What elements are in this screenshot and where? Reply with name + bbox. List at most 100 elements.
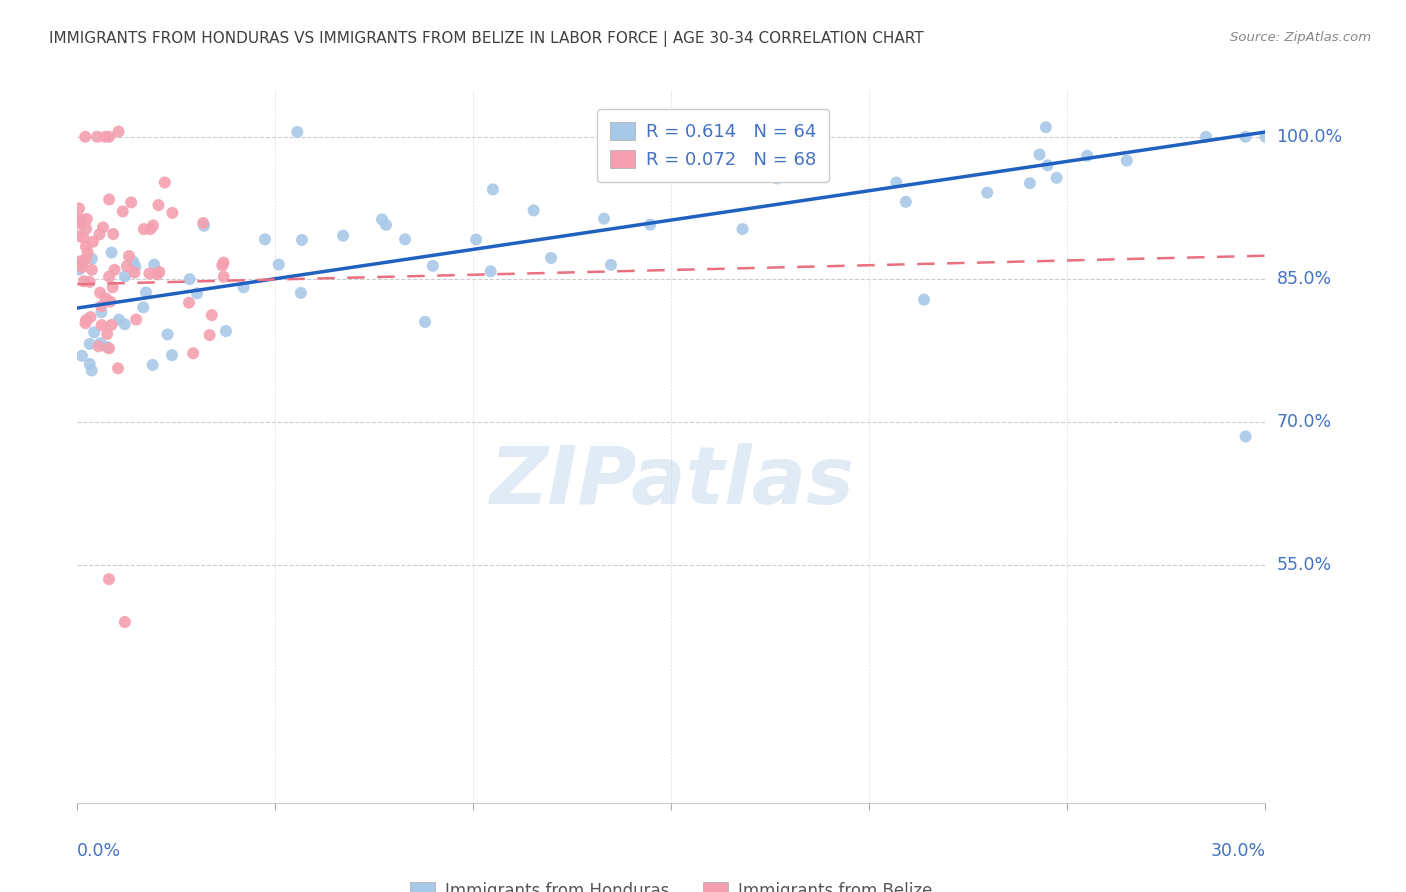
Point — [1045, 170, 1067, 185]
Point — [177, 295, 200, 310]
Point — [75, 221, 97, 235]
Point — [1195, 129, 1218, 144]
Point — [1036, 158, 1059, 172]
Point — [179, 272, 201, 286]
Point — [766, 171, 789, 186]
Point — [67, 202, 90, 216]
Point — [413, 315, 436, 329]
Point — [142, 219, 165, 233]
Point — [79, 275, 101, 289]
Point — [75, 252, 97, 266]
Point — [108, 312, 131, 326]
Point — [142, 358, 165, 372]
Point — [638, 218, 661, 232]
Point — [73, 274, 96, 288]
Point — [394, 232, 416, 246]
Point — [201, 308, 224, 322]
Point — [886, 176, 908, 190]
Text: 55.0%: 55.0% — [1277, 556, 1331, 574]
Point — [114, 615, 136, 629]
Point — [1254, 129, 1277, 144]
Text: 30.0%: 30.0% — [1211, 842, 1265, 860]
Point — [193, 219, 215, 233]
Point — [79, 357, 101, 371]
Point — [193, 216, 215, 230]
Point — [118, 249, 141, 263]
Point — [465, 233, 488, 247]
Point — [291, 233, 314, 247]
Point — [83, 326, 105, 340]
Point — [89, 336, 111, 351]
Point — [76, 245, 98, 260]
Point — [135, 285, 157, 300]
Point — [593, 211, 616, 226]
Point — [124, 266, 146, 280]
Point — [86, 129, 108, 144]
Point — [69, 254, 91, 268]
Point — [100, 245, 122, 260]
Point — [153, 176, 176, 190]
Point — [290, 285, 312, 300]
Point — [87, 339, 110, 353]
Point — [1115, 153, 1137, 168]
Point — [124, 260, 146, 274]
Point — [198, 328, 221, 343]
Point — [125, 312, 148, 326]
Point — [66, 213, 89, 227]
Point — [75, 316, 97, 330]
Point — [72, 260, 94, 274]
Point — [94, 292, 117, 306]
Point — [912, 293, 935, 307]
Point — [114, 318, 136, 332]
Point — [75, 129, 97, 144]
Point — [122, 255, 145, 269]
Point — [80, 252, 103, 266]
Point — [89, 227, 111, 242]
Point — [70, 349, 93, 363]
Point — [120, 195, 142, 210]
Point — [285, 125, 308, 139]
Point — [103, 263, 125, 277]
Point — [90, 299, 112, 313]
Point — [114, 269, 136, 284]
Point — [98, 193, 121, 207]
Point — [540, 251, 562, 265]
Point — [70, 212, 93, 227]
Point — [162, 206, 184, 220]
Text: Source: ZipAtlas.com: Source: ZipAtlas.com — [1230, 31, 1371, 45]
Point — [143, 258, 166, 272]
Point — [212, 255, 235, 269]
Point — [75, 239, 97, 253]
Point — [181, 346, 204, 360]
Point — [115, 259, 138, 273]
Point — [82, 235, 104, 249]
Point — [132, 222, 155, 236]
Point — [215, 324, 238, 338]
Point — [100, 318, 122, 332]
Point — [1234, 429, 1257, 443]
Point — [160, 348, 183, 362]
Point — [69, 217, 91, 231]
Point — [98, 342, 121, 356]
Point — [375, 218, 398, 232]
Point — [671, 164, 693, 178]
Point — [70, 255, 93, 269]
Point — [148, 198, 170, 212]
Point — [91, 220, 114, 235]
Point — [90, 305, 112, 319]
Point — [212, 269, 235, 284]
Point — [211, 259, 233, 273]
Point — [101, 280, 124, 294]
Text: IMMIGRANTS FROM HONDURAS VS IMMIGRANTS FROM BELIZE IN LABOR FORCE | AGE 30-34 CO: IMMIGRANTS FROM HONDURAS VS IMMIGRANTS F… — [49, 31, 924, 47]
Point — [111, 204, 134, 219]
Point — [1076, 149, 1098, 163]
Point — [371, 212, 394, 227]
Point — [79, 310, 101, 324]
Point — [76, 211, 98, 226]
Point — [72, 230, 94, 244]
Legend: Immigrants from Honduras, Immigrants from Belize: Immigrants from Honduras, Immigrants fro… — [404, 875, 939, 892]
Point — [96, 326, 118, 341]
Point — [523, 203, 546, 218]
Point — [148, 265, 170, 279]
Text: 0.0%: 0.0% — [77, 842, 121, 860]
